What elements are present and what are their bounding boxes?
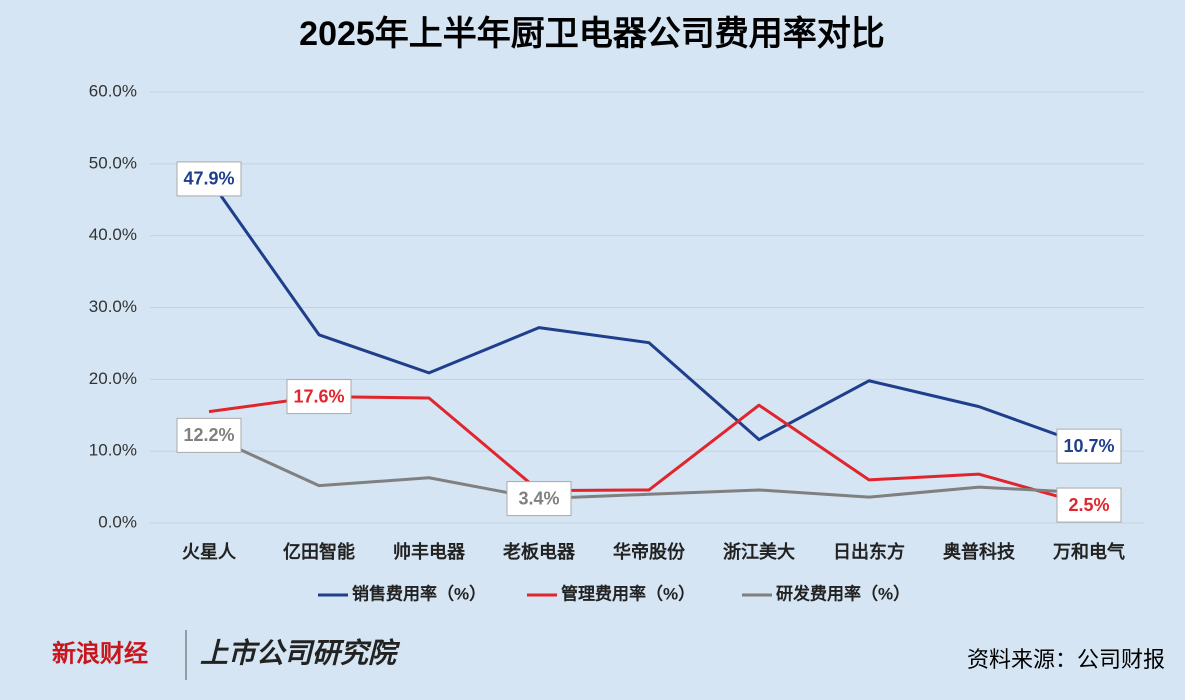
legend-label: 研发费用率（%） xyxy=(776,583,910,603)
y-tick-label: 60.0% xyxy=(89,81,137,100)
series-line xyxy=(208,395,1090,507)
chart-title: 2025年上半年厨卫电器公司费用率对比 xyxy=(299,15,885,53)
label-box xyxy=(176,161,242,197)
x-tick-label: 日出东方 xyxy=(833,541,905,562)
institute: 上市公司研究院 xyxy=(200,637,401,668)
y-tick-label: 20.0% xyxy=(89,369,137,388)
data-label: 10.7% xyxy=(1063,436,1114,456)
x-tick-label: 奥普科技 xyxy=(943,541,1016,562)
x-tick-label: 亿田智能 xyxy=(283,541,355,562)
y-tick-label: 30.0% xyxy=(89,297,137,316)
data-label: 12.2% xyxy=(183,425,234,445)
label-box xyxy=(1056,428,1122,464)
label-box xyxy=(286,379,352,415)
brand: 新浪财经 xyxy=(52,639,148,667)
x-tick-label: 华帝股份 xyxy=(613,541,686,562)
series-line xyxy=(207,178,1090,448)
label-box xyxy=(506,481,572,517)
x-tick-label: 万和电气 xyxy=(1052,541,1125,562)
label-box xyxy=(176,417,242,453)
y-tick-label: 50.0% xyxy=(89,153,137,172)
data-label: 3.4% xyxy=(518,488,559,508)
x-tick-label: 火星人 xyxy=(182,542,237,562)
x-tick-label: 浙江美大 xyxy=(723,541,795,562)
data-label: 2.5% xyxy=(1068,495,1109,515)
y-tick-label: 10.0% xyxy=(89,441,137,460)
y-tick-label: 0.0% xyxy=(98,512,137,531)
x-tick-label: 帅丰电器 xyxy=(393,541,466,562)
y-tick-label: 40.0% xyxy=(89,225,137,244)
data-label: 17.6% xyxy=(293,386,344,406)
label-box xyxy=(1056,487,1122,523)
series-line xyxy=(208,433,1090,501)
legend-label: 管理费用率（%） xyxy=(561,583,695,603)
x-tick-label: 老板电器 xyxy=(503,541,576,562)
legend-label: 销售费用率（%） xyxy=(352,583,486,603)
source: 资料来源：公司财报 xyxy=(967,647,1165,672)
data-label: 47.9% xyxy=(183,169,234,189)
